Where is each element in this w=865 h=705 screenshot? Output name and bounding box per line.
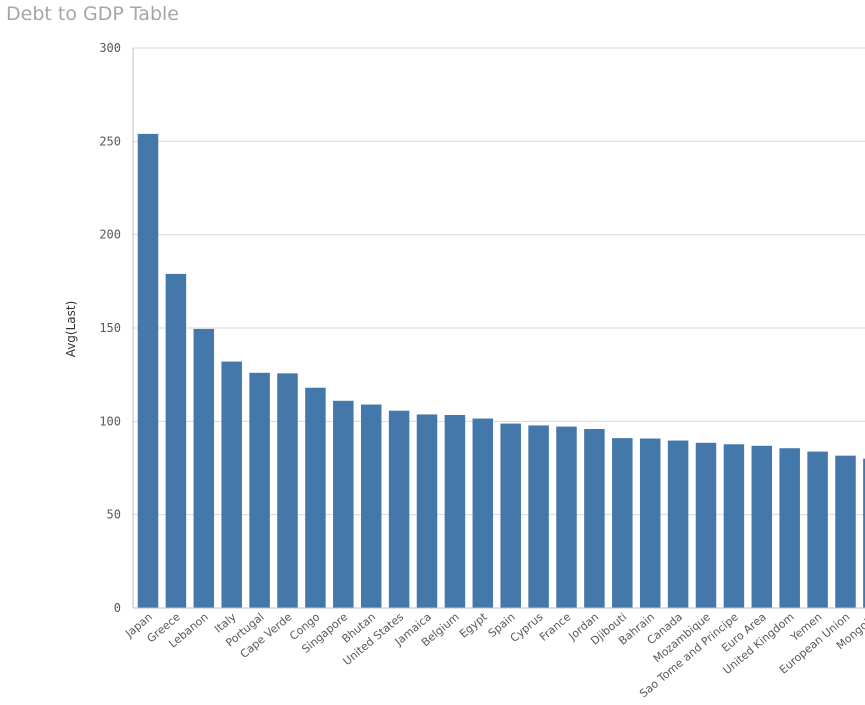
y-axis-title: Avg(Last) (64, 301, 78, 358)
bar (695, 442, 717, 608)
bar (751, 445, 773, 608)
bar (360, 404, 382, 608)
bar (723, 444, 745, 608)
bars (137, 133, 865, 608)
bar (388, 410, 410, 608)
bar (277, 373, 298, 608)
y-tick-labels: 0 50 100 150 200 250 300 (99, 41, 121, 615)
bar (165, 273, 187, 608)
bar (835, 455, 856, 608)
bar (305, 387, 326, 608)
axes (132, 48, 865, 609)
y-tick-label: 200 (99, 228, 121, 242)
bar (807, 451, 828, 608)
x-category-label: France (537, 610, 574, 644)
bar (612, 438, 633, 608)
y-tick-label: 250 (99, 134, 121, 148)
bar (472, 418, 494, 608)
grid-lines (133, 47, 865, 516)
bar (444, 414, 466, 608)
bar (193, 328, 215, 608)
bar (779, 448, 800, 608)
bar (863, 458, 865, 608)
bar (137, 133, 159, 608)
y-tick-label: 300 (99, 41, 121, 55)
y-tick-label: 100 (99, 414, 121, 428)
bar (416, 414, 438, 608)
bar (221, 361, 242, 608)
bar (528, 425, 549, 608)
y-tick-label: 150 (99, 321, 121, 335)
y-tick-label: 0 (114, 601, 121, 615)
y-tick-label: 50 (107, 508, 121, 522)
bar (667, 440, 689, 608)
bar (500, 423, 521, 608)
bar (584, 428, 605, 608)
bar (639, 438, 661, 608)
bar (249, 372, 270, 608)
bar (556, 426, 577, 608)
x-category-label: Egypt (457, 610, 490, 641)
bar (333, 400, 354, 608)
chart-title: Debt to GDP Table (6, 3, 179, 25)
